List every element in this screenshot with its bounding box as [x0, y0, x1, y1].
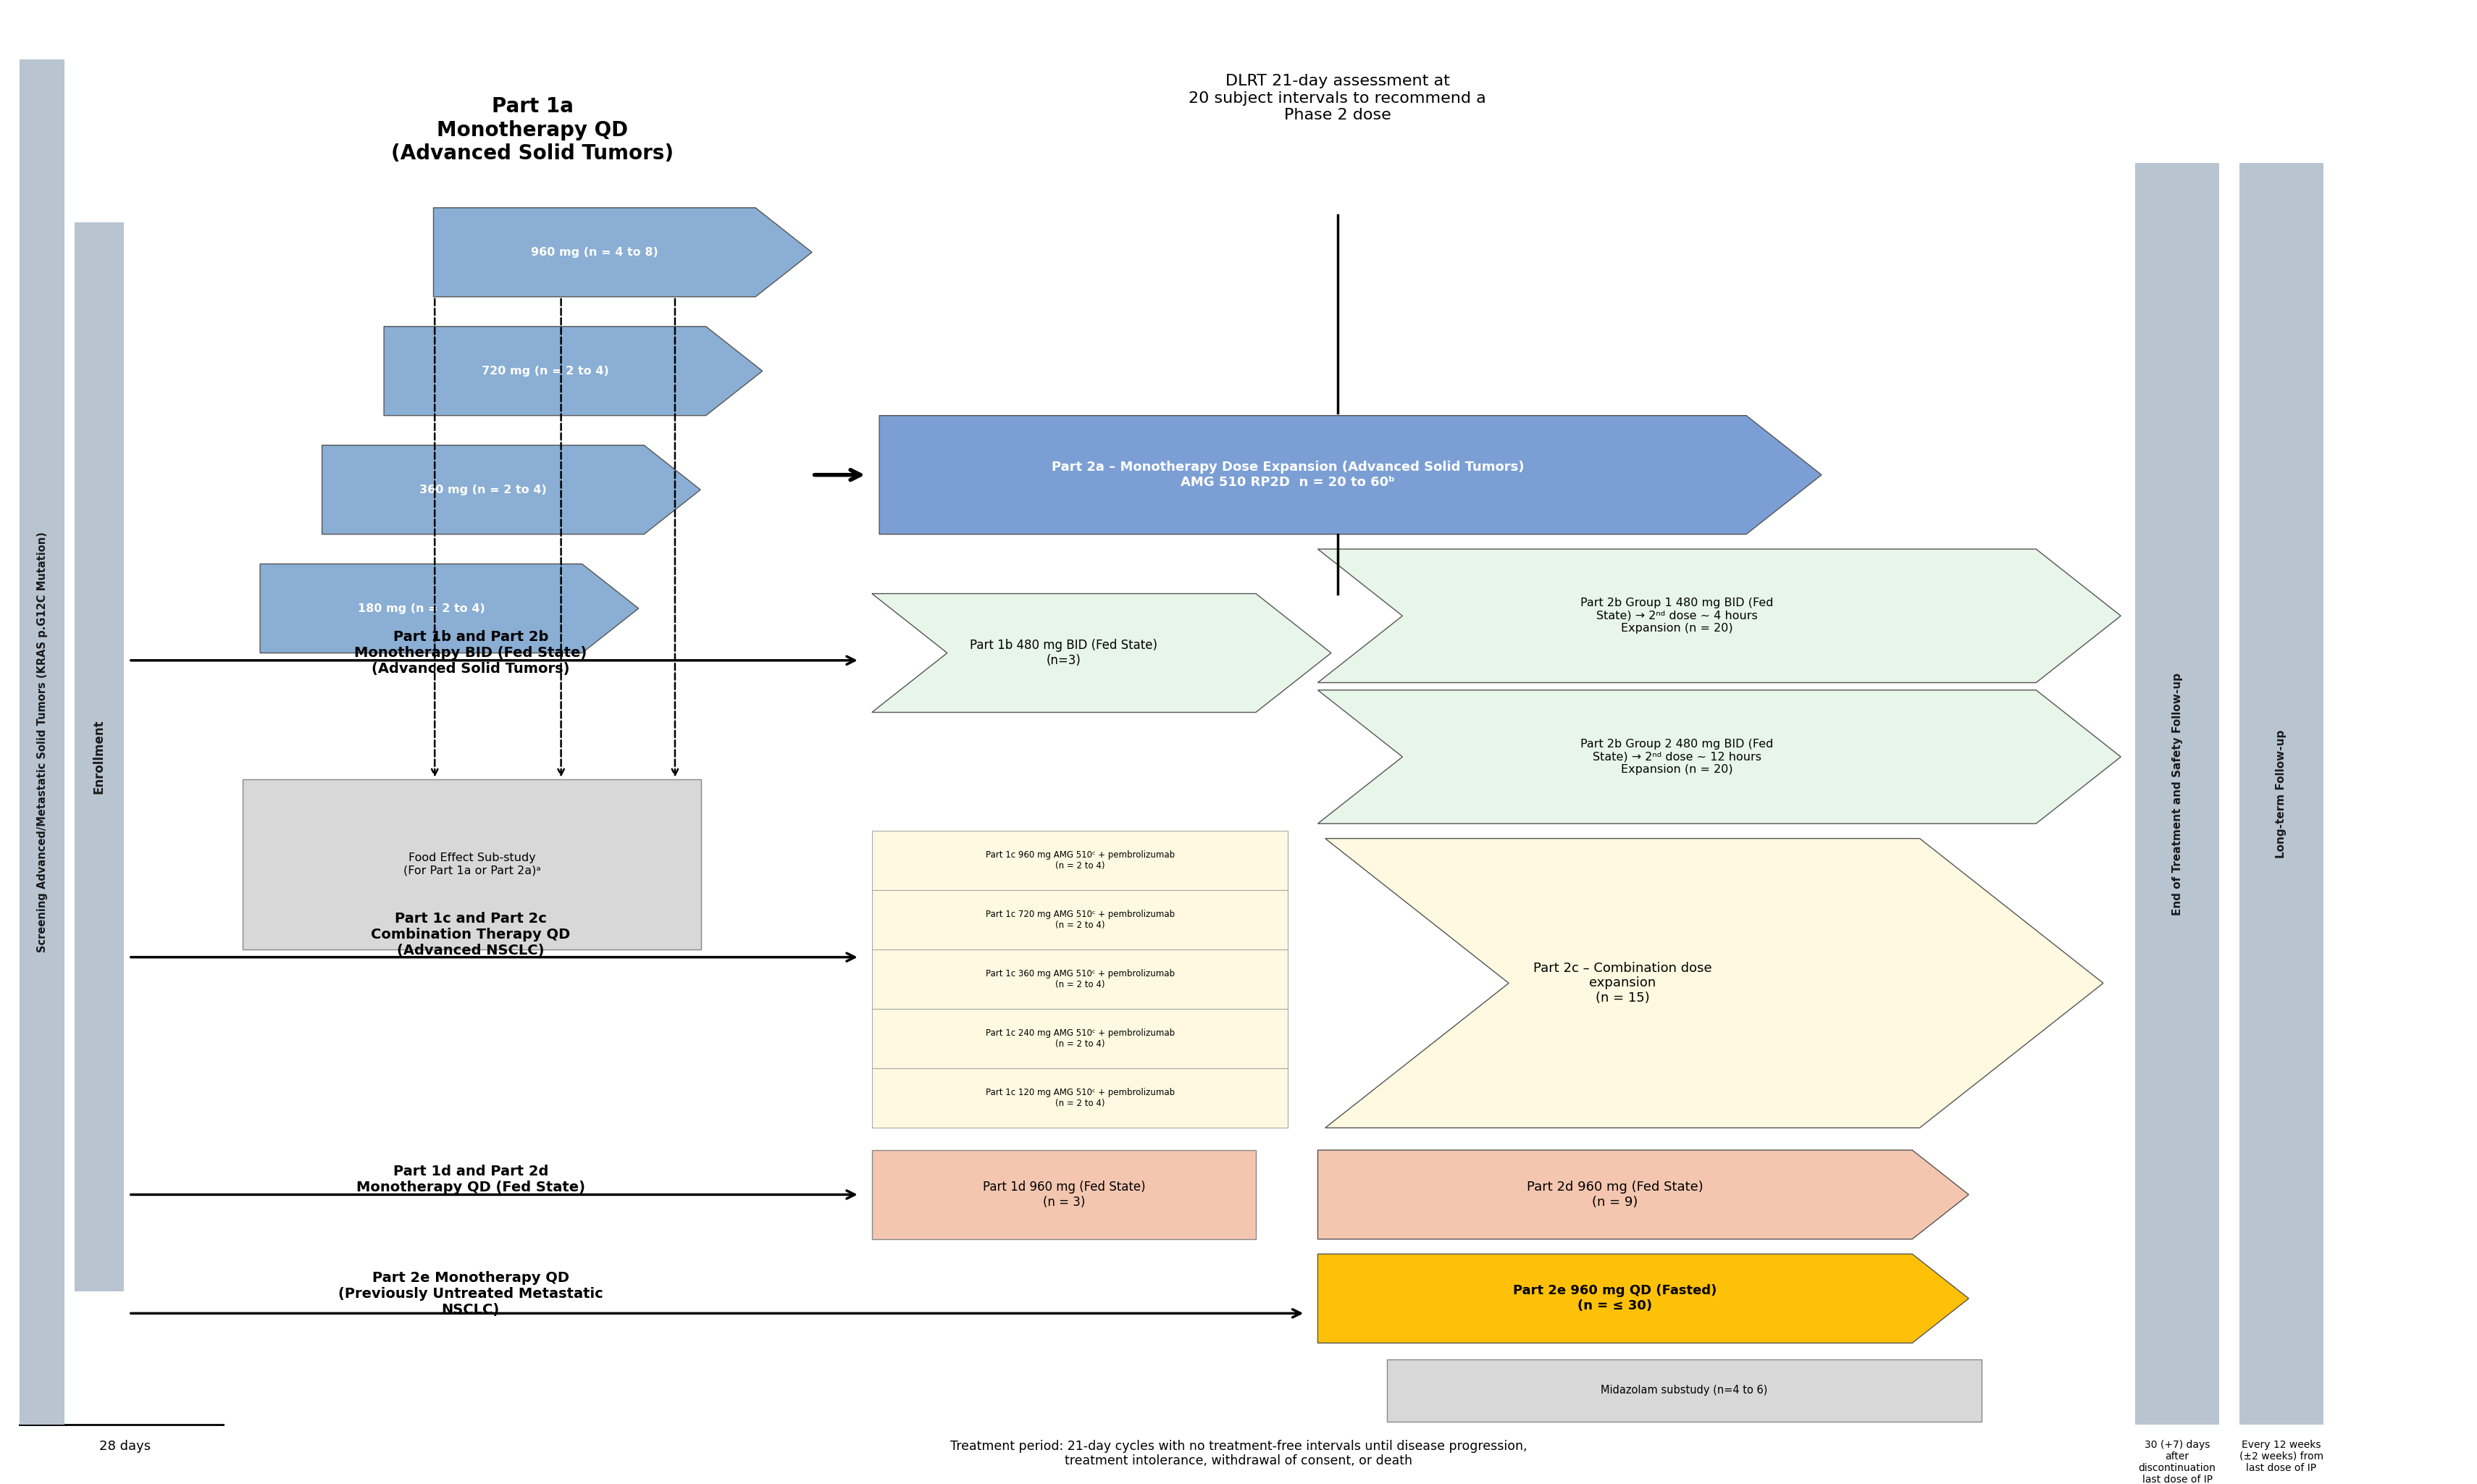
Text: Part 2d 960 mg (Fed State)
(n = 9): Part 2d 960 mg (Fed State) (n = 9)	[1526, 1181, 1704, 1208]
Text: Part 2c – Combination dose
expansion
(n = 15): Part 2c – Combination dose expansion (n …	[1533, 962, 1712, 1005]
Polygon shape	[1318, 690, 2120, 824]
Text: End of Treatment and Safety Follow-up: End of Treatment and Safety Follow-up	[2172, 672, 2182, 916]
Text: Part 1c 960 mg AMG 510ᶜ + pembrolizumab
(n = 2 to 4): Part 1c 960 mg AMG 510ᶜ + pembrolizumab …	[986, 850, 1174, 871]
Text: 360 mg (n = 2 to 4): 360 mg (n = 2 to 4)	[419, 484, 547, 496]
Text: Part 2e 960 mg QD (Fasted)
(n = ≤ 30): Part 2e 960 mg QD (Fasted) (n = ≤ 30)	[1513, 1285, 1717, 1312]
Text: Part 1c 360 mg AMG 510ᶜ + pembrolizumab
(n = 2 to 4): Part 1c 360 mg AMG 510ᶜ + pembrolizumab …	[986, 969, 1174, 990]
Text: 960 mg (n = 4 to 8): 960 mg (n = 4 to 8)	[530, 246, 659, 258]
Polygon shape	[1318, 1150, 1969, 1239]
Text: 30 (+7) days
after
discontinuation
last dose of IP: 30 (+7) days after discontinuation last …	[2138, 1439, 2217, 1484]
FancyBboxPatch shape	[243, 779, 701, 950]
Text: Food Effect Sub-study
(For Part 1a or Part 2a)ᵃ: Food Effect Sub-study (For Part 1a or Pa…	[404, 853, 540, 876]
Text: Every 12 weeks
(±2 weeks) from
last dose of IP: Every 12 weeks (±2 weeks) from last dose…	[2239, 1439, 2323, 1474]
Text: Part 2e Monotherapy QD
(Previously Untreated Metastatic
NSCLC): Part 2e Monotherapy QD (Previously Untre…	[339, 1272, 602, 1316]
Text: Part 1d and Part 2d
Monotherapy QD (Fed State): Part 1d and Part 2d Monotherapy QD (Fed …	[357, 1165, 585, 1195]
Text: Part 2b Group 1 480 mg BID (Fed
State) → 2ⁿᵈ dose ~ 4 hours
Expansion (n = 20): Part 2b Group 1 480 mg BID (Fed State) →…	[1580, 598, 1774, 634]
Text: Part 1c 720 mg AMG 510ᶜ + pembrolizumab
(n = 2 to 4): Part 1c 720 mg AMG 510ᶜ + pembrolizumab …	[986, 910, 1174, 930]
Text: 180 mg (n = 2 to 4): 180 mg (n = 2 to 4)	[357, 603, 485, 614]
FancyBboxPatch shape	[1387, 1359, 1982, 1422]
Text: DLRT 21-day assessment at
20 subject intervals to recommend a
Phase 2 dose: DLRT 21-day assessment at 20 subject int…	[1189, 74, 1486, 122]
Polygon shape	[260, 564, 639, 653]
FancyBboxPatch shape	[2239, 163, 2323, 1425]
FancyBboxPatch shape	[872, 1150, 1256, 1239]
Polygon shape	[872, 594, 1330, 712]
Text: Treatment period: 21-day cycles with no treatment-free intervals until disease p: Treatment period: 21-day cycles with no …	[951, 1439, 1526, 1468]
FancyBboxPatch shape	[872, 950, 1288, 1009]
Text: Part 1c and Part 2c
Combination Therapy QD
(Advanced NSCLC): Part 1c and Part 2c Combination Therapy …	[372, 913, 570, 957]
Polygon shape	[384, 326, 763, 416]
Text: Part 1b 480 mg BID (Fed State)
(n=3): Part 1b 480 mg BID (Fed State) (n=3)	[971, 640, 1157, 666]
Polygon shape	[1318, 549, 2120, 683]
Text: 28 days: 28 days	[99, 1439, 151, 1453]
Text: Part 1a
Monotherapy QD
(Advanced Solid Tumors): Part 1a Monotherapy QD (Advanced Solid T…	[391, 96, 674, 163]
Text: Part 1c 240 mg AMG 510ᶜ + pembrolizumab
(n = 2 to 4): Part 1c 240 mg AMG 510ᶜ + pembrolizumab …	[986, 1028, 1174, 1049]
Polygon shape	[433, 208, 812, 297]
Text: Part 2b Group 2 480 mg BID (Fed
State) → 2ⁿᵈ dose ~ 12 hours
Expansion (n = 20): Part 2b Group 2 480 mg BID (Fed State) →…	[1580, 739, 1774, 775]
FancyBboxPatch shape	[2135, 163, 2219, 1425]
FancyBboxPatch shape	[872, 831, 1288, 890]
Text: Midazolam substudy (n=4 to 6): Midazolam substudy (n=4 to 6)	[1600, 1385, 1769, 1396]
Text: Enrollment: Enrollment	[92, 720, 107, 794]
FancyBboxPatch shape	[74, 223, 124, 1291]
Polygon shape	[1325, 838, 2103, 1128]
Polygon shape	[1318, 1254, 1969, 1343]
FancyBboxPatch shape	[872, 890, 1288, 950]
FancyBboxPatch shape	[872, 1068, 1288, 1128]
Text: Screening Advanced/Metastatic Solid Tumors (KRAS p.G12C Mutation): Screening Advanced/Metastatic Solid Tumo…	[37, 531, 47, 953]
Text: Long-term Follow-up: Long-term Follow-up	[2276, 730, 2286, 858]
FancyBboxPatch shape	[20, 59, 64, 1425]
Text: Part 2a – Monotherapy Dose Expansion (Advanced Solid Tumors)
AMG 510 RP2D  n = 2: Part 2a – Monotherapy Dose Expansion (Ad…	[1053, 462, 1523, 488]
Text: Part 1b and Part 2b
Monotherapy BID (Fed State)
(Advanced Solid Tumors): Part 1b and Part 2b Monotherapy BID (Fed…	[354, 631, 587, 675]
Text: Part 1d 960 mg (Fed State)
(n = 3): Part 1d 960 mg (Fed State) (n = 3)	[983, 1181, 1144, 1208]
Text: 720 mg (n = 2 to 4): 720 mg (n = 2 to 4)	[481, 365, 609, 377]
Polygon shape	[322, 445, 701, 534]
FancyBboxPatch shape	[872, 1009, 1288, 1068]
Text: Part 1c 120 mg AMG 510ᶜ + pembrolizumab
(n = 2 to 4): Part 1c 120 mg AMG 510ᶜ + pembrolizumab …	[986, 1088, 1174, 1109]
Polygon shape	[879, 416, 1821, 534]
